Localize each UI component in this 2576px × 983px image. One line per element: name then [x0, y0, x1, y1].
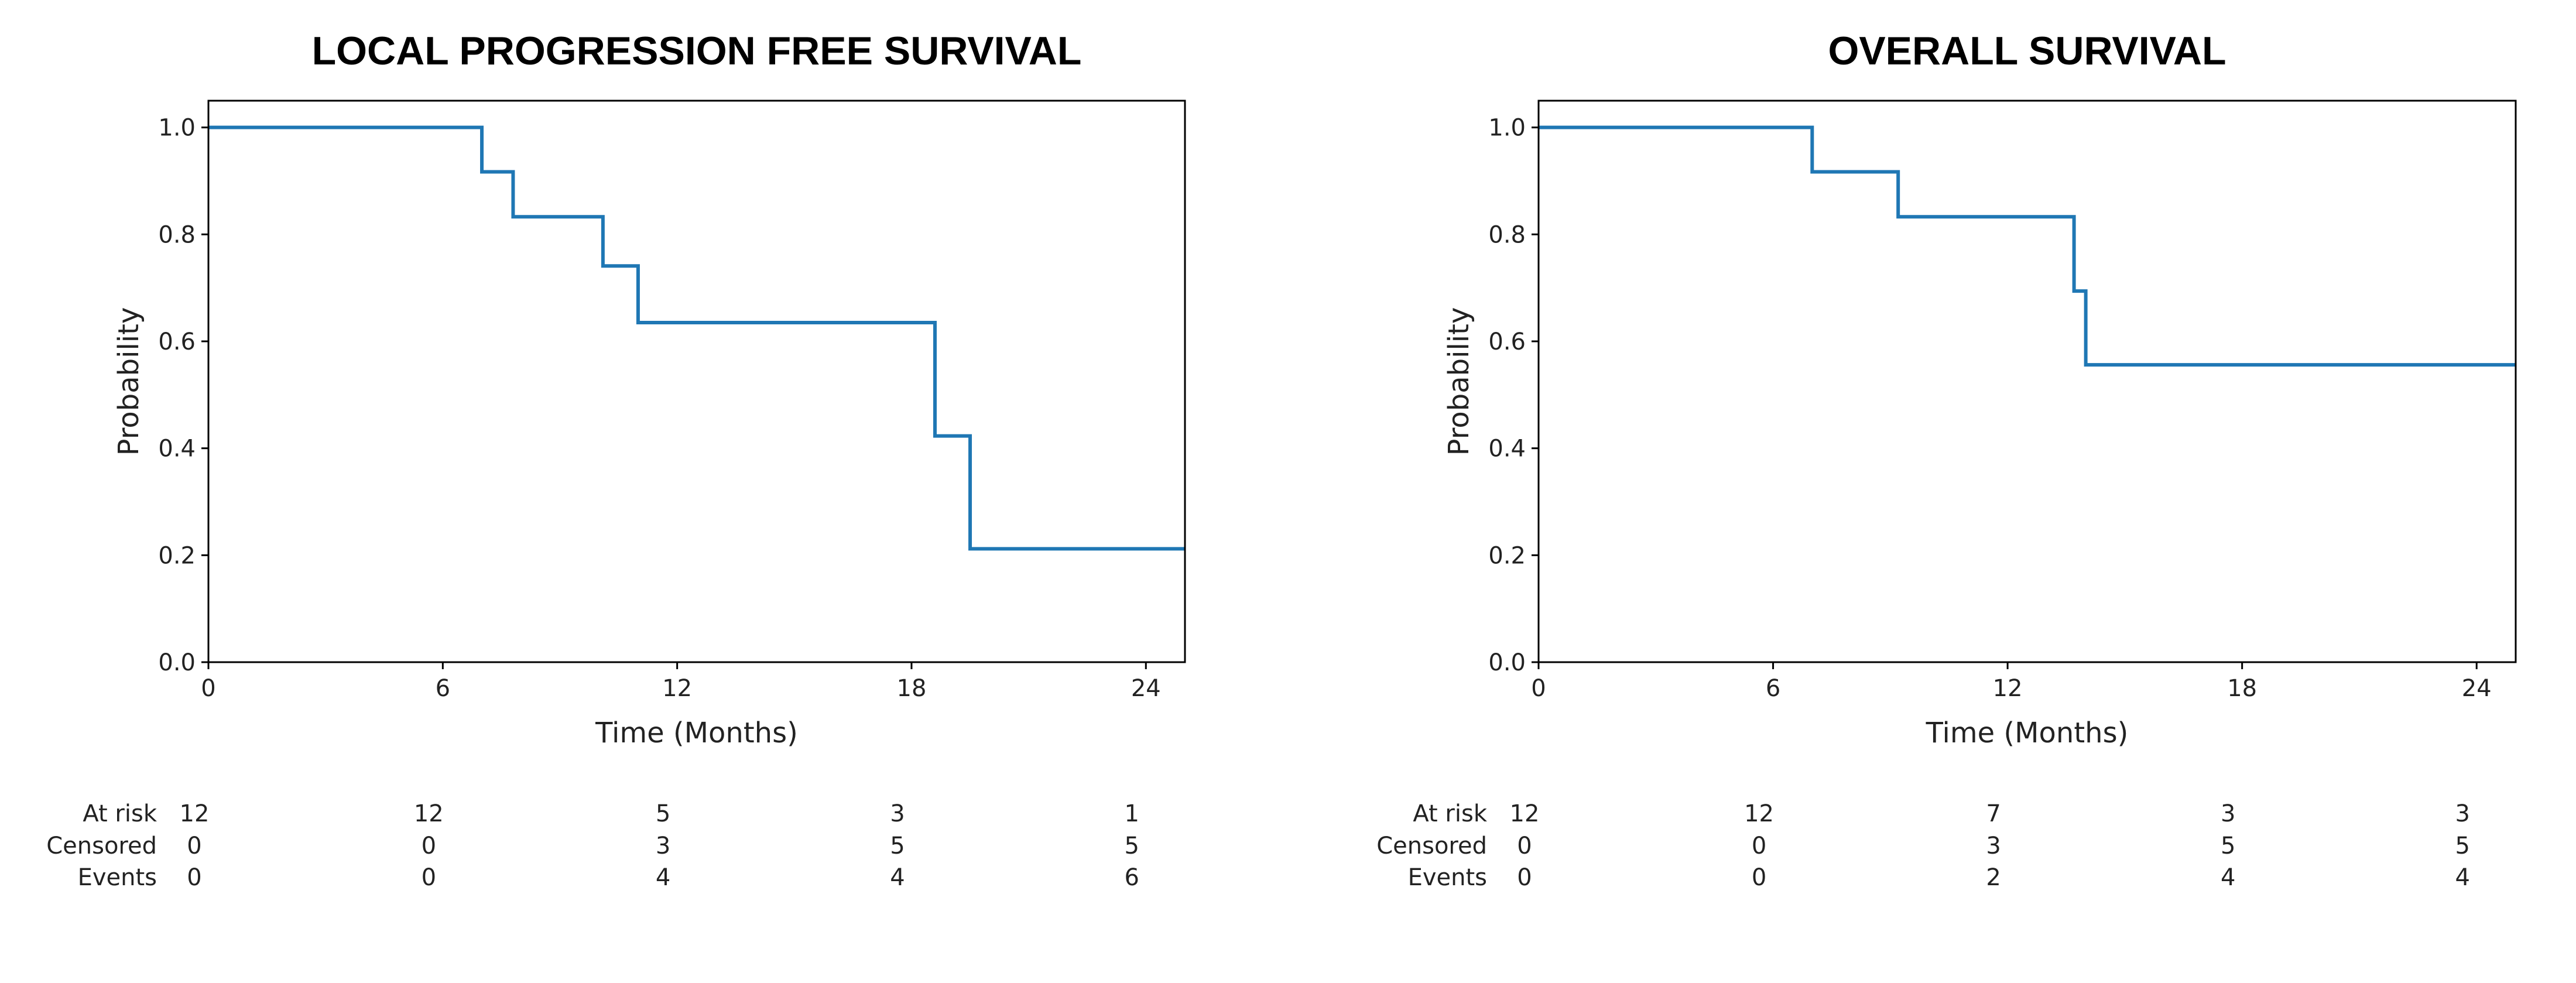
- risk-value: 3: [890, 800, 905, 827]
- risk-value: 4: [2455, 864, 2470, 891]
- x-axis-label: Time (Months): [1926, 717, 2129, 749]
- x-tick-label: 12: [662, 675, 692, 702]
- risk-value: 12: [1510, 800, 1540, 827]
- y-tick-label: 0.8: [158, 221, 196, 248]
- y-tick-label: 1.0: [1488, 115, 1526, 142]
- risk-value: 2: [1986, 864, 2000, 891]
- y-tick-label: 1.0: [158, 115, 196, 142]
- y-tick-label: 0.2: [1488, 542, 1526, 569]
- risk-row-label: Censored: [1376, 833, 1487, 859]
- risk-value: 5: [2221, 833, 2235, 859]
- y-tick-label: 0.4: [158, 436, 196, 463]
- risk-value: 3: [1986, 833, 2000, 859]
- y-tick-label: 0.2: [158, 542, 196, 569]
- risk-row-label: Censored: [46, 833, 157, 859]
- x-axis-label: Time (Months): [595, 717, 798, 749]
- x-tick-label: 18: [897, 675, 927, 702]
- risk-value: 7: [1986, 800, 2000, 827]
- risk-value: 1: [1125, 800, 1139, 827]
- risk-row-label: At risk: [1413, 800, 1487, 827]
- y-axis-label: Probability: [112, 307, 145, 456]
- risk-value: 3: [2455, 800, 2470, 827]
- risk-value: 0: [1752, 864, 1766, 891]
- risk-value: 12: [180, 800, 210, 827]
- risk-value: 0: [422, 864, 436, 891]
- x-tick-label: 6: [436, 675, 450, 702]
- x-tick-label: 0: [201, 675, 215, 702]
- risk-value: 3: [2221, 800, 2235, 827]
- chart-panel-1: LOCAL PROGRESSION FREE SURVIVAL 0.0 0.2 0.4…: [46, 29, 1186, 891]
- y-tick-label: 0.0: [1488, 649, 1526, 676]
- y-tick-label: 0.6: [158, 328, 196, 355]
- risk-value: 0: [422, 833, 436, 859]
- plot-frame: [1537, 100, 2517, 663]
- y-tick-label: 0.6: [1488, 328, 1526, 355]
- x-tick-label: 24: [2462, 675, 2492, 702]
- risk-value: 0: [187, 833, 201, 859]
- x-tick-label: 18: [2227, 675, 2257, 702]
- x-tick-label: 0: [1531, 675, 1546, 702]
- y-tick-label: 0.8: [1488, 221, 1526, 248]
- risk-value: 12: [414, 800, 444, 827]
- risk-row-label: Events: [1408, 864, 1487, 891]
- chart-title: OVERALL SURVIVAL: [1828, 29, 2226, 73]
- chart-panel-2: OVERALL SURVIVAL 0.0 0.2 0.4 0.6 0.8 1.0 0 6 12 18…: [1376, 29, 2517, 891]
- risk-value: 5: [1125, 833, 1139, 859]
- risk-value: 6: [1125, 864, 1139, 891]
- x-tick-label: 24: [1131, 675, 1161, 702]
- risk-value: 5: [890, 833, 905, 859]
- risk-value: 0: [1517, 833, 1532, 859]
- risk-row-label: At risk: [83, 800, 157, 827]
- survival-curve-series-1: [208, 125, 1185, 551]
- risk-value: 12: [1744, 800, 1774, 827]
- chart-title: LOCAL PROGRESSION FREE SURVIVAL: [312, 29, 1082, 73]
- y-axis-label: Probability: [1443, 307, 1475, 456]
- risk-value: 5: [656, 800, 670, 827]
- risk-value: 0: [1752, 833, 1766, 859]
- risk-value: 5: [2455, 833, 2470, 859]
- risk-row-label: Events: [78, 864, 157, 891]
- risk-value: 4: [656, 864, 670, 891]
- risk-value: 4: [2221, 864, 2235, 891]
- y-tick-label: 0.4: [1488, 436, 1526, 463]
- x-tick-label: 6: [1766, 675, 1780, 702]
- risk-value: 0: [1517, 864, 1532, 891]
- risk-value: 3: [656, 833, 670, 859]
- y-tick-label: 0.0: [158, 649, 196, 676]
- survival-curve-series-1: [1539, 125, 2516, 367]
- x-tick-label: 12: [1993, 675, 2023, 702]
- risk-value: 0: [187, 864, 201, 891]
- plot-frame: [207, 100, 1186, 663]
- risk-value: 4: [890, 864, 905, 891]
